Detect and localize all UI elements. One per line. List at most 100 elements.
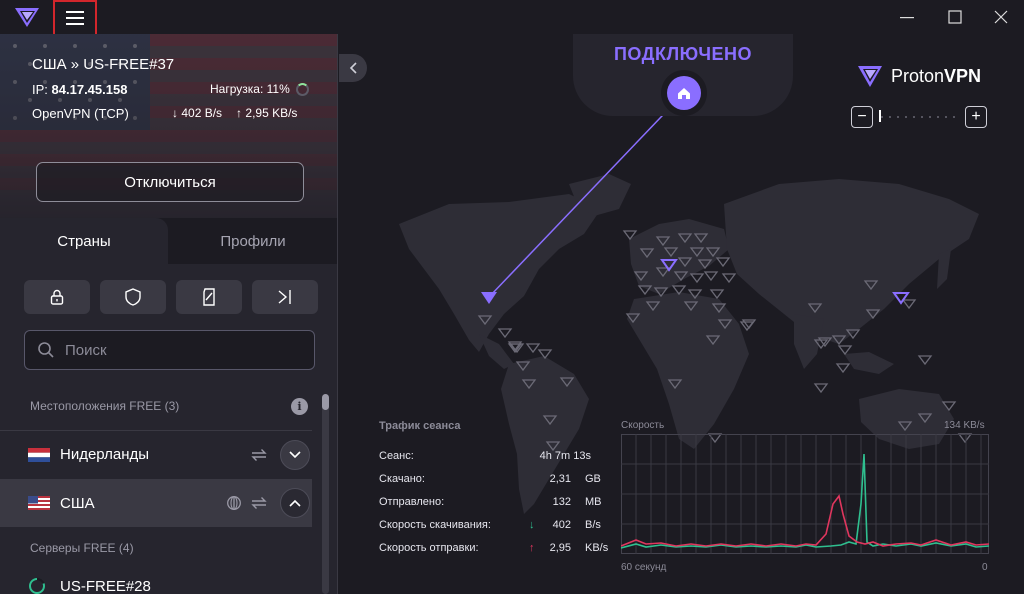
zoom-control: − +: [851, 104, 987, 128]
disconnect-button[interactable]: Отключиться: [36, 162, 304, 202]
minimize-button[interactable]: [884, 0, 930, 34]
search-input[interactable]: [65, 341, 305, 359]
country-row-usa[interactable]: США: [0, 479, 312, 527]
server-name: US-FREE#28: [60, 577, 151, 594]
p2p-filter-button[interactable]: [100, 280, 166, 314]
proton-logo-icon: [15, 8, 39, 27]
download-speed-line: [621, 453, 989, 549]
stat-value: 2,95: [549, 542, 571, 554]
arrow-up-icon: ↑: [236, 106, 243, 120]
speed-chart-grid: [621, 434, 989, 554]
stat-downloaded: Скачано: 2,31 GB: [379, 473, 611, 496]
proton-vpn-logo-icon: [858, 66, 882, 87]
stat-label: Скачано:: [379, 473, 425, 485]
tor-icon: [203, 288, 215, 306]
connection-title: США » US-FREE#37: [32, 56, 175, 73]
session-traffic-panel: Трафик сеанса Сеанс: 4h 7m 13s Скачано: …: [379, 420, 611, 565]
usa-flag-icon: [28, 496, 50, 510]
secure-core-filter-button[interactable]: [24, 280, 90, 314]
ip-address: IP: 84.17.45.158: [32, 82, 127, 97]
info-icon[interactable]: i: [291, 398, 308, 415]
sidebar: США » US-FREE#37 IP: 84.17.45.158 Нагруз…: [0, 34, 338, 594]
chevron-up-icon: [289, 499, 301, 507]
netherlands-flag-icon: [28, 447, 50, 462]
proton-vpn-logo: ProtonVPN: [857, 64, 981, 88]
lock-icon: [50, 289, 64, 305]
zoom-slider-handle[interactable]: [879, 110, 881, 122]
upload-speed-line: [621, 494, 989, 547]
minus-icon: −: [857, 108, 867, 125]
reconnect-icon[interactable]: [250, 495, 268, 511]
server-load: Нагрузка: 11%: [210, 82, 309, 96]
download-speed-value: 402 B/s: [181, 106, 223, 120]
world-map[interactable]: [339, 34, 1024, 594]
ip-label: IP:: [32, 82, 48, 97]
tor-filter-button[interactable]: [176, 280, 242, 314]
home-icon: [678, 87, 690, 99]
free-locations-heading: Местоположения FREE (3): [30, 399, 180, 413]
stat-upload-speed: Скорость отправки: ↑ 2,95 KB/s: [379, 542, 611, 565]
stat-session: Сеанс: 4h 7m 13s: [379, 450, 611, 473]
search-box[interactable]: [24, 330, 315, 370]
speed-chart-x-right: 0: [982, 562, 988, 573]
protocol: OpenVPN (TCP): [32, 106, 129, 121]
stat-label: Скорость скачивания:: [379, 519, 491, 531]
upload-speed: ↑ 2,95 KB/s: [236, 106, 297, 120]
tabs: Страны Профили: [0, 218, 337, 264]
scrollbar-track[interactable]: [322, 394, 329, 594]
zoom-out-button[interactable]: −: [851, 106, 873, 128]
stat-download-speed: Скорость скачивания: ↓ 402 B/s: [379, 519, 611, 542]
speed-chart-max: 134 KB/s: [944, 420, 985, 431]
zoom-track[interactable]: [881, 116, 961, 118]
server-row[interactable]: US-FREE#28: [0, 568, 312, 594]
plus-icon: +: [971, 108, 981, 125]
brand-vpn: VPN: [944, 65, 982, 86]
scrollbar-thumb[interactable]: [322, 394, 329, 410]
menu-button[interactable]: [53, 0, 97, 36]
minimize-icon: [900, 17, 914, 19]
collapse-button[interactable]: [280, 488, 310, 518]
connected-server-marker[interactable]: [481, 292, 497, 304]
chevron-left-icon: [349, 62, 357, 74]
stat-value: 132: [552, 496, 571, 508]
arrow-down-icon: ↓: [529, 519, 535, 531]
hamburger-icon: [66, 11, 84, 25]
expand-button[interactable]: [280, 439, 310, 470]
free-servers-heading: Серверы FREE (4): [30, 541, 134, 555]
zoom-in-button[interactable]: +: [965, 106, 987, 128]
load-ring-icon: [295, 82, 309, 96]
stat-label: Скорость отправки:: [379, 542, 479, 554]
speed-chart: [621, 434, 989, 554]
speed-chart-title: Скорость: [621, 420, 665, 431]
stat-unit: B/s: [585, 519, 601, 531]
stat-label: Сеанс:: [379, 450, 414, 462]
maximize-icon: [948, 10, 962, 24]
stat-value: 2,31: [549, 473, 571, 485]
tab-countries[interactable]: Страны: [57, 232, 111, 250]
filter-bar: [24, 280, 318, 314]
country-row-netherlands[interactable]: Нидерланды: [0, 430, 312, 478]
close-button[interactable]: [978, 0, 1024, 34]
upload-speed-value: 2,95 KB/s: [245, 106, 298, 120]
close-icon: [994, 10, 1008, 24]
collapse-sidebar-button[interactable]: [339, 54, 367, 82]
download-speed: ↓ 402 B/s: [172, 106, 222, 120]
reconnect-icon[interactable]: [250, 447, 268, 463]
brand-proton: Proton: [891, 65, 945, 86]
search-icon: [38, 342, 54, 358]
ip-value: 84.17.45.158: [51, 82, 128, 97]
home-location-marker[interactable]: [667, 76, 701, 110]
country-name: Нидерланды: [60, 446, 150, 463]
arrow-down-icon: ↓: [172, 106, 178, 120]
server-load-icon: [29, 577, 45, 594]
tor-onion-icon: [227, 496, 241, 510]
connection-line: [488, 93, 684, 298]
streaming-filter-button[interactable]: [252, 280, 318, 314]
connection-speed: ↓ 402 B/s ↑ 2,95 KB/s: [172, 106, 297, 120]
tab-profiles[interactable]: Профили: [220, 232, 286, 250]
speed-chart-x-left: 60 секунд: [621, 562, 667, 573]
maximize-button[interactable]: [932, 0, 978, 34]
arrow-up-icon: ↑: [529, 542, 535, 554]
stat-label: Отправлено:: [379, 496, 445, 508]
title-bar: [0, 0, 1024, 36]
